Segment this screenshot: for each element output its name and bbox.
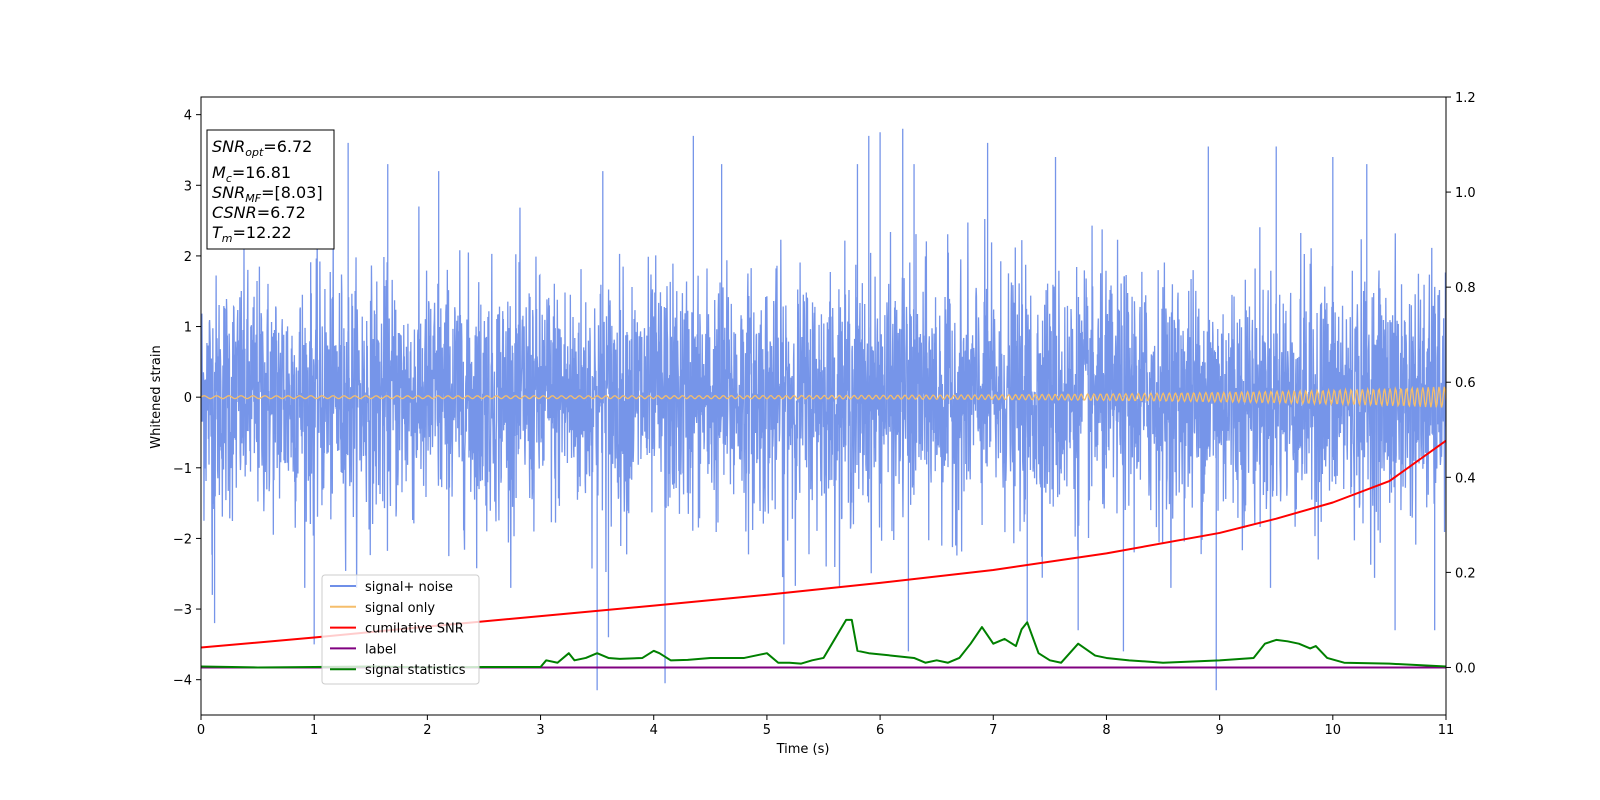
legend-label: label [365,642,396,657]
y2-tick-label: 0.2 [1455,566,1476,581]
y-tick-label: −3 [173,603,192,618]
x-tick-label: 4 [650,723,658,738]
y-tick-label: −4 [173,674,192,689]
y-tick-label: 0 [184,391,192,406]
legend-label: cumilative SNR [365,622,464,637]
y-tick-label: 4 [184,109,192,124]
x-tick-label: 10 [1325,723,1342,738]
x-tick-label: 2 [423,723,431,738]
info-line: Tm=12.22 [212,223,292,245]
y-tick-label: −2 [173,532,192,547]
y2-tick-label: 1.0 [1455,186,1476,201]
ticks: 0 1 2 3 4 5 6 7 8 9 10 11 −4 −3 −2 −1 0 1 2 3 4 0.0 0.2 0.4 0.6 0… [173,91,1476,738]
series-signal-statistics-line [201,618,1446,669]
x-tick-label: 8 [1102,723,1110,738]
axes [200,96,1447,716]
legend: signal+ noise signal only cumilative SNR la… [321,574,480,685]
y2-tick-label: 1.2 [1455,91,1476,106]
y-tick-label: 3 [184,179,192,194]
y2-tick-label: 0.8 [1455,281,1476,296]
info-line: CSNR=6.72 [212,203,306,222]
x-axis-label: Time (s) [776,742,830,757]
info-box-frame [206,129,335,250]
x-tick-label: 3 [536,723,544,738]
x-tick-label: 7 [989,723,997,738]
y-tick-label: −1 [173,462,192,477]
x-tick-label: 0 [197,723,205,738]
series-signal-noise-line [201,128,1446,691]
axes-frame [200,96,1447,716]
info-line: Mc=16.81 [212,163,291,185]
x-tick-label: 11 [1438,723,1455,738]
info-line: SNRMF=[8.03] [212,183,323,205]
y-tick-label: 2 [184,250,192,265]
x-tick-label: 9 [1215,723,1223,738]
y2-tick-label: 0.4 [1455,471,1476,486]
legend-frame [321,574,480,685]
x-tick-label: 5 [763,723,771,738]
series-signal-only-line [201,385,1446,408]
legend-label: signal+ noise [365,580,453,595]
y-axis-label: Whitened strain [149,345,164,448]
y2-tick-label: 0.6 [1455,376,1476,391]
info-box: SNRopt=6.72 Mc=16.81SNRMF=[8.03]CSNR=6.72… [206,129,335,250]
y2-tick-label: 0.0 [1455,661,1476,676]
legend-label: signal statistics [365,663,466,678]
y-tick-label: 1 [184,321,192,336]
x-tick-label: 6 [876,723,884,738]
info-line: SNRopt=6.72 [212,137,312,159]
legend-label: signal only [365,601,435,616]
x-tick-label: 1 [310,723,318,738]
